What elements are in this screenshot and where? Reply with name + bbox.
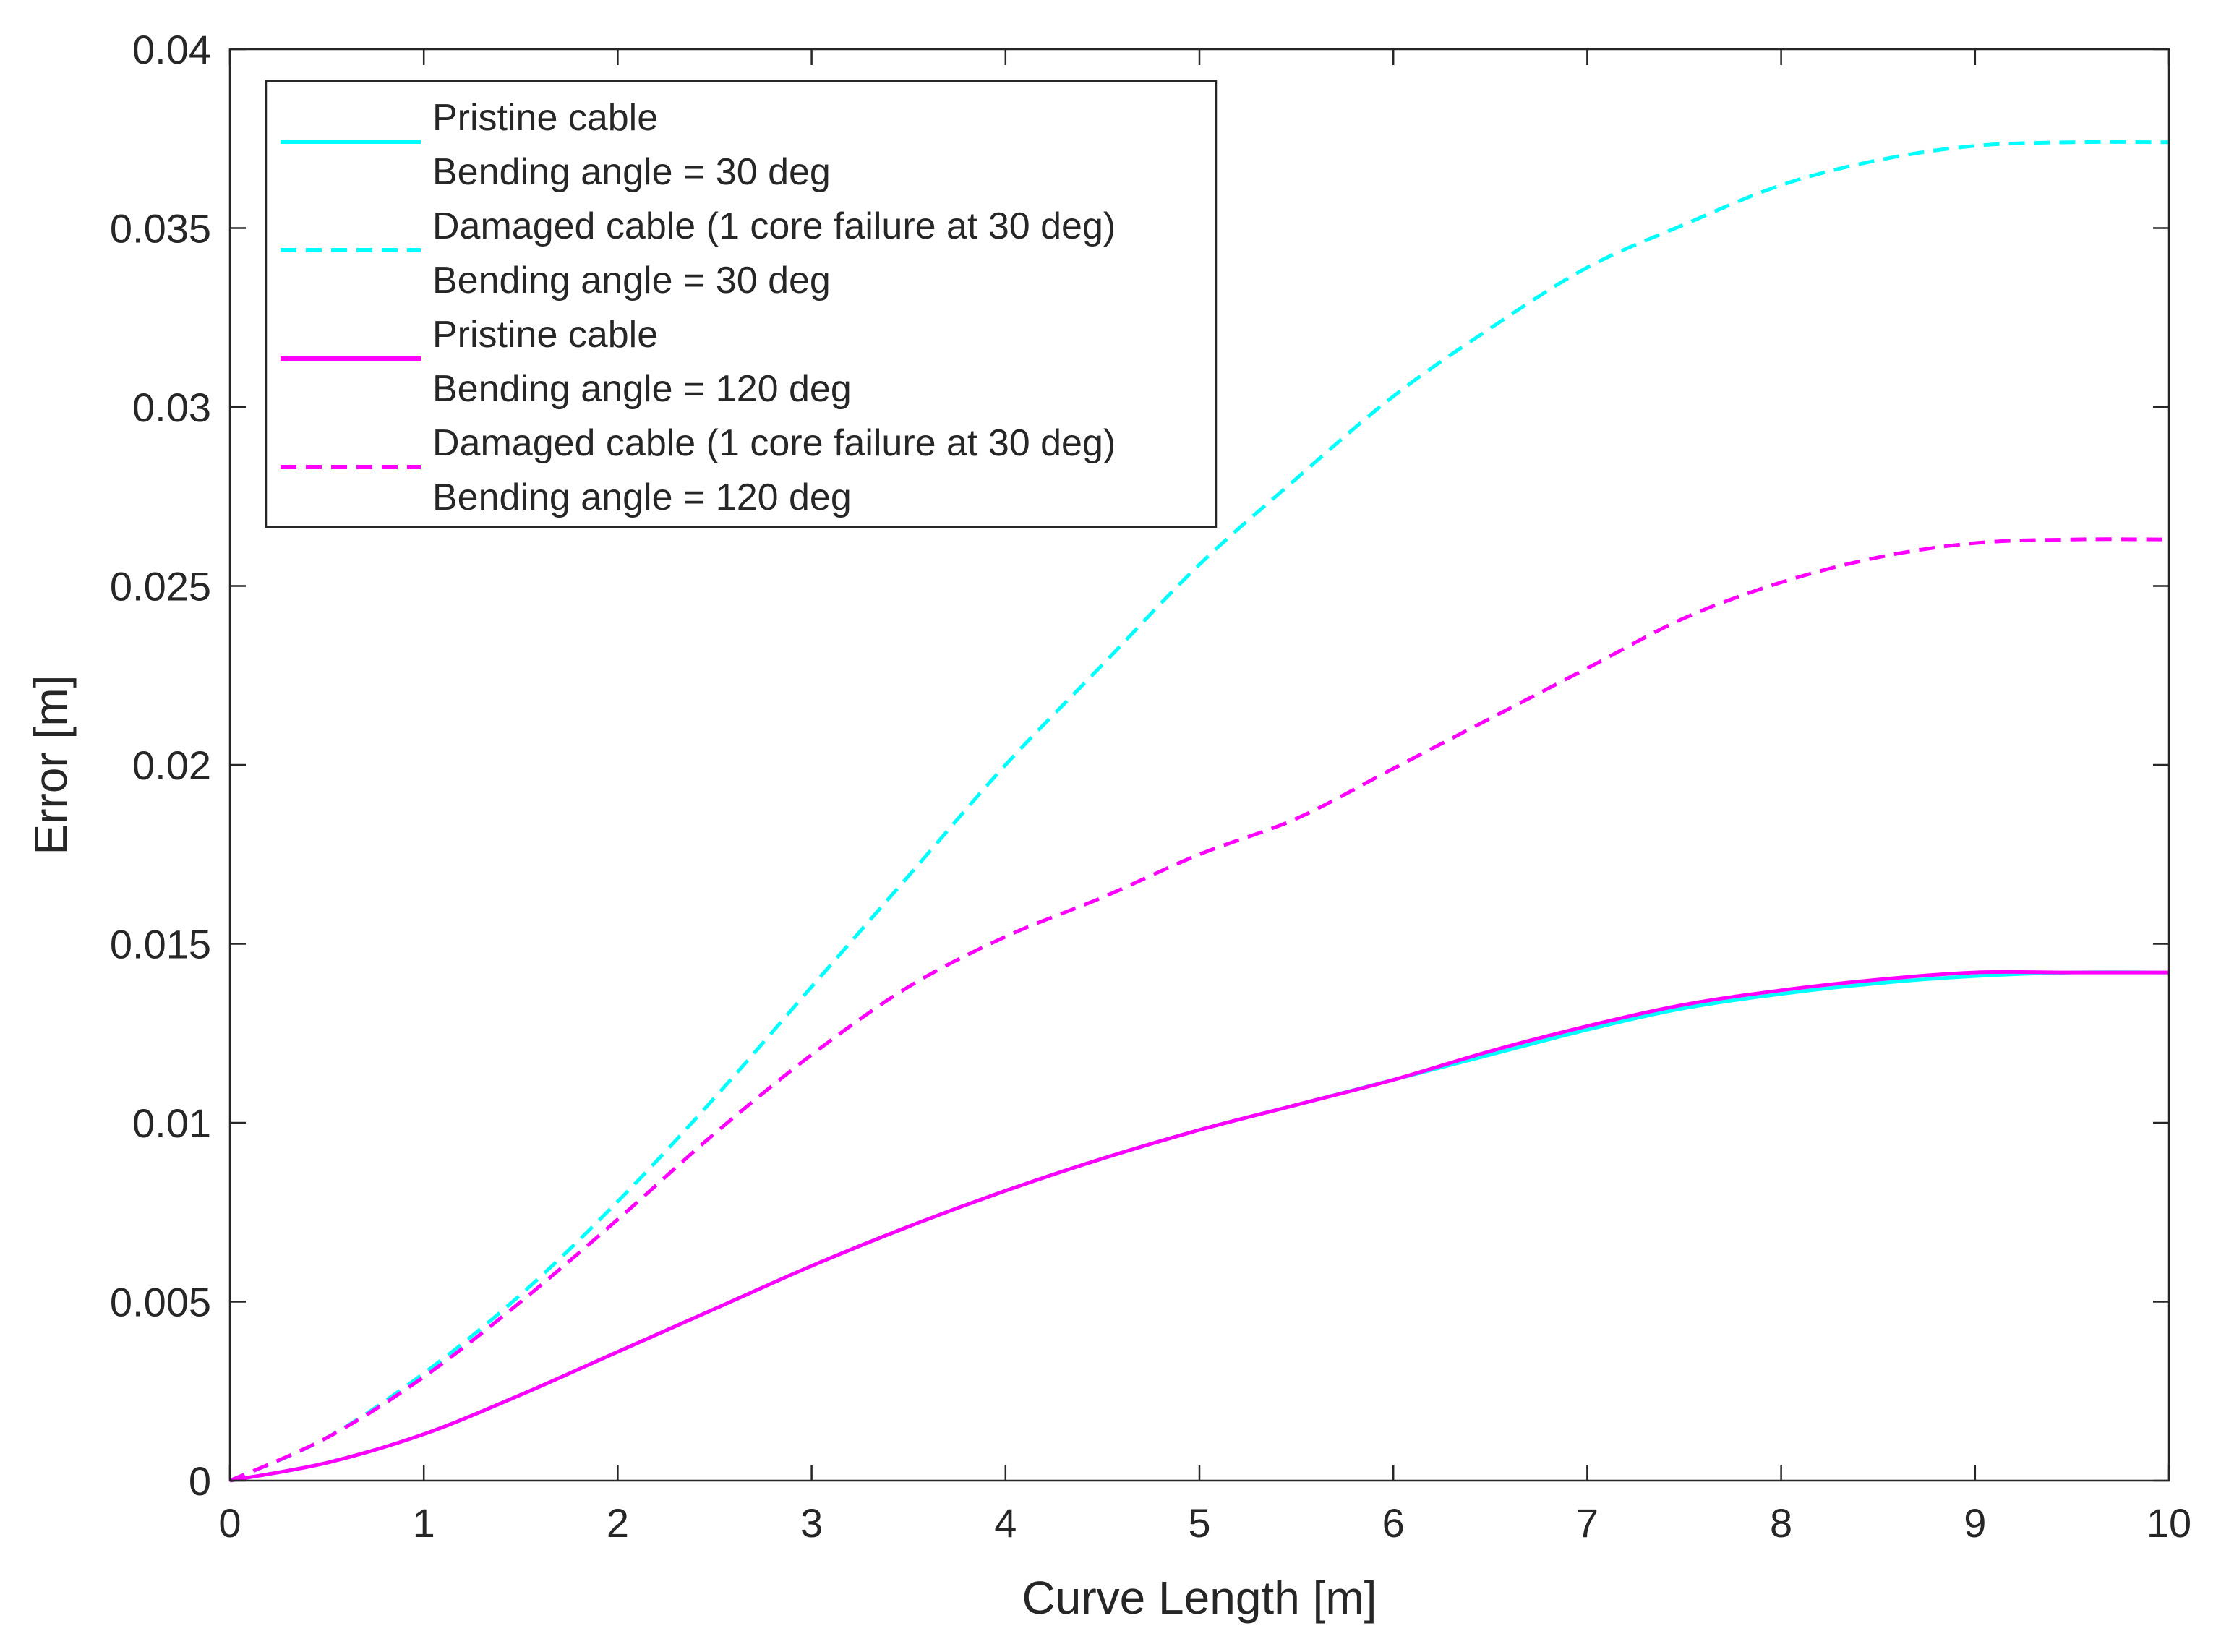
series-layer xyxy=(228,140,2170,1483)
legend-box xyxy=(265,80,1218,528)
x-tick-label-0: 0 xyxy=(218,1500,241,1546)
legend-sublabel-damaged-30: Bending angle = 30 deg xyxy=(432,260,831,301)
tick-label-layer: 0 1 2 3 4 5 6 7 8 9 10 0 0.005 0.01 0.015 0.02 0.025 0.03… xyxy=(110,27,2191,1546)
y-tick-label-4: 0.02 xyxy=(132,742,211,788)
tick-layer xyxy=(228,48,2170,1482)
series-line-3 xyxy=(228,537,2170,1483)
x-tick-label-2: 2 xyxy=(607,1500,629,1546)
y-tick-label-0: 0 xyxy=(189,1458,211,1504)
y-axis-label: Error [m] xyxy=(25,675,77,855)
legend-sublabel-pristine-30: Bending angle = 30 deg xyxy=(432,151,831,193)
series-line-2 xyxy=(229,970,2169,1483)
x-tick-label-9: 9 xyxy=(1964,1500,1986,1546)
y-tick-label-2: 0.01 xyxy=(132,1100,211,1146)
y-tick-label-7: 0.035 xyxy=(110,206,211,252)
x-tick-label-5: 5 xyxy=(1188,1500,1210,1546)
x-tick-label-7: 7 xyxy=(1576,1500,1599,1546)
series-line-1 xyxy=(228,140,2170,1483)
legend-label-damaged-30: Damaged cable (1 core failure at 30 deg) xyxy=(432,205,1116,247)
x-tick-label-3: 3 xyxy=(800,1500,823,1546)
legend-label-damaged-120: Damaged cable (1 core failure at 30 deg) xyxy=(432,422,1116,464)
y-tick-label-5: 0.025 xyxy=(110,564,211,609)
legend-label-pristine-30: Pristine cable xyxy=(432,97,658,139)
x-tick-label-10: 10 xyxy=(2147,1500,2191,1546)
x-tick-label-8: 8 xyxy=(1770,1500,1792,1546)
legend: Pristine cable Bending angle = 30 deg Da… xyxy=(265,80,1218,528)
y-tick-label-1: 0.005 xyxy=(110,1280,211,1325)
legend-sublabel-damaged-120: Bending angle = 120 deg xyxy=(432,476,852,518)
y-tick-label-6: 0.03 xyxy=(132,385,211,430)
y-tick-label-8: 0.04 xyxy=(132,27,211,72)
legend-sublabel-pristine-120: Bending angle = 120 deg xyxy=(432,368,852,410)
plot-frame xyxy=(228,48,2170,1482)
x-tick-label-1: 1 xyxy=(413,1500,435,1546)
x-axis-label: Curve Length [m] xyxy=(1022,1572,1377,1624)
x-tick-label-6: 6 xyxy=(1382,1500,1405,1546)
legend-label-pristine-120: Pristine cable xyxy=(432,314,658,356)
y-tick-label-3: 0.015 xyxy=(110,922,211,967)
x-tick-label-4: 4 xyxy=(994,1500,1017,1546)
